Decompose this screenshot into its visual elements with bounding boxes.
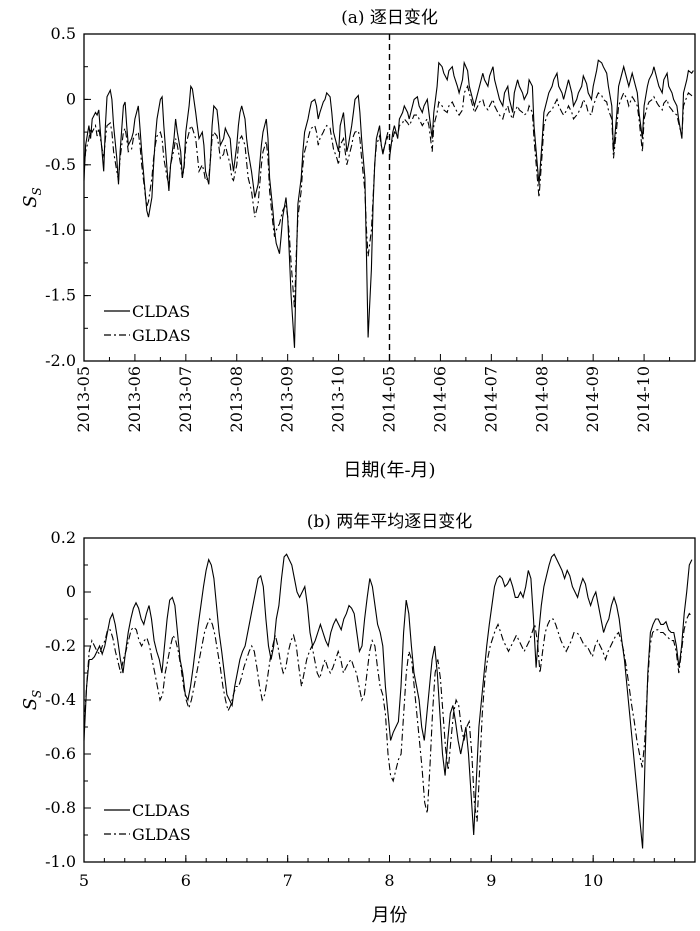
y-tick-label: 0.5 [51, 24, 76, 43]
x-tick-label: 9 [486, 871, 496, 890]
x-tick-label: 2013-08 [227, 366, 246, 432]
chart-panel-b: (b) 两年平均逐日变化 0.2 0 -0.2 -0.4 -0.6 -0.8 -1.0 SS 5 6… [0, 505, 700, 931]
y-tick-label: -0.4 [45, 690, 76, 709]
y-tick-label: 0 [66, 582, 76, 601]
y-tick-label: -1.0 [45, 220, 76, 239]
series-line-gldas [388, 84, 694, 198]
x-tick-label: 2013-05 [74, 366, 93, 432]
legend-label-gldas: GLDAS [132, 825, 191, 844]
y-tick-label: -1.0 [45, 852, 76, 871]
y-tick-label: -0.6 [45, 744, 76, 763]
chart-b-svg: (b) 两年平均逐日变化 0.2 0 -0.2 -0.4 -0.6 -0.8 -1.0 SS 5 6… [20, 512, 696, 926]
x-tick-label: 2013-06 [125, 366, 144, 432]
x-tick-label: 2014-06 [430, 366, 449, 432]
chart-panel-a: (a) 逐日变化 0.5 0 -0.5 -1.0 -1.5 -2.0 SS 2013-05 201… [20, 8, 696, 481]
x-tick-label: 8 [384, 871, 394, 890]
chart-a-svg: (a) 逐日变化 0.5 0 -0.5 -1.0 -1.5 -2.0 SS 2013-05 201… [20, 8, 696, 481]
x-tick-label: 2014-08 [532, 366, 551, 432]
x-tick-label: 2013-07 [176, 366, 195, 432]
y-tick-label: -0.5 [45, 155, 76, 174]
x-tick-label: 7 [283, 871, 293, 890]
x-tick-label: 2014-10 [634, 366, 653, 432]
chart-title: (b) 两年平均逐日变化 [307, 512, 473, 532]
x-tick-label: 6 [181, 871, 191, 890]
y-axis-label: SS [20, 690, 44, 711]
legend-label-gldas: GLDAS [132, 326, 191, 345]
x-tick-label: 5 [79, 871, 89, 890]
x-axis-label: 日期(年-月) [343, 460, 435, 481]
x-tick-label: 2013-09 [278, 366, 297, 432]
y-tick-label: -0.8 [45, 798, 76, 817]
x-tick-label: 2013-10 [329, 366, 348, 432]
chart-title: (a) 逐日变化 [341, 8, 438, 28]
x-tick-label: 2014-09 [583, 366, 602, 432]
x-tick-label: 10 [583, 871, 603, 890]
y-tick-label: 0 [66, 89, 76, 108]
series-line-cldas [83, 84, 389, 348]
y-tick-label: -2.0 [45, 351, 76, 370]
x-axis-label: 月份 [372, 905, 408, 926]
series-line-gldas [83, 612, 693, 822]
series-line-cldas [388, 59, 694, 185]
series-line-gldas [83, 121, 389, 309]
legend-label-cldas: CLDAS [132, 302, 190, 321]
x-tick-label: 2014-05 [380, 366, 399, 432]
y-axis-label: SS [20, 187, 44, 208]
y-tick-label: 0.2 [51, 528, 76, 547]
x-tick-label: 2014-07 [481, 366, 500, 432]
y-tick-label: -0.2 [45, 636, 76, 655]
y-tick-label: -1.5 [45, 286, 76, 305]
legend-label-cldas: CLDAS [132, 801, 190, 820]
